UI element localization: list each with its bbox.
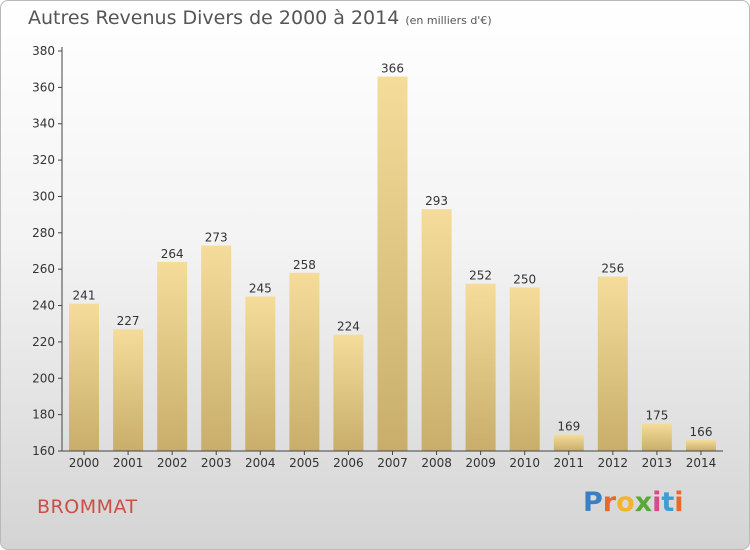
y-tick-label-240: 240: [32, 299, 55, 313]
data-label-2002: 264: [161, 247, 184, 261]
x-tick-label-2004: 2004: [245, 456, 276, 470]
x-tick-label-2006: 2006: [333, 456, 364, 470]
x-tick-label-2000: 2000: [69, 456, 100, 470]
bar-2003: [201, 245, 232, 451]
x-tick-label-2007: 2007: [377, 456, 408, 470]
data-label-2007: 366: [381, 62, 404, 76]
y-tick-label-340: 340: [32, 117, 55, 131]
data-label-2005: 258: [293, 258, 316, 272]
chart-title-text: Autres Revenus Divers de 2000 à 2014: [28, 7, 400, 29]
x-tick-label-2008: 2008: [421, 456, 452, 470]
bar-2011: [553, 434, 584, 451]
chart-subtitle: (en milliers d'€): [405, 14, 492, 27]
y-tick-label-180: 180: [32, 408, 55, 422]
logo-letter-1: r: [602, 487, 617, 518]
bar-2005: [289, 272, 320, 451]
logo-letter-6: i: [674, 487, 684, 518]
logo-letter-0: P: [583, 487, 603, 518]
data-label-2003: 273: [205, 231, 228, 245]
bar-2007: [377, 76, 408, 451]
y-tick-label-260: 260: [32, 262, 55, 276]
data-label-2004: 245: [249, 282, 272, 296]
y-tick-label-160: 160: [32, 444, 55, 458]
data-label-2001: 227: [117, 314, 140, 328]
proxiti-logo: Proxiti: [583, 487, 684, 518]
bars-group: 241 227 264 273 245 258 224 366 293 252 250 169 256 1…: [69, 62, 716, 451]
y-tick-label-360: 360: [32, 80, 55, 94]
y-tick-label-200: 200: [32, 371, 55, 385]
bar-2002: [157, 261, 188, 451]
y-tick-label-220: 220: [32, 335, 55, 349]
x-tick-label-2012: 2012: [598, 456, 629, 470]
x-tick-label-2011: 2011: [554, 456, 585, 470]
y-tick-label-320: 320: [32, 153, 55, 167]
bar-2010: [509, 287, 540, 451]
x-tick-label-2005: 2005: [289, 456, 320, 470]
bar-2000: [69, 303, 99, 451]
x-tick-label-2009: 2009: [465, 456, 496, 470]
axes-group: 2000 2001 2002 2003 2004 2005 2006 2007 2008 2009…: [32, 44, 723, 470]
x-tick-label-2014: 2014: [686, 456, 717, 470]
bar-2012: [597, 276, 628, 451]
x-tick-label-2013: 2013: [642, 456, 673, 470]
y-tick-label-280: 280: [32, 226, 55, 240]
bar-2014: [686, 440, 716, 451]
x-tick-label-2010: 2010: [509, 456, 540, 470]
bar-2008: [421, 209, 452, 451]
logo-letter-3: x: [634, 487, 653, 518]
data-label-2010: 250: [513, 272, 536, 286]
bar-2004: [245, 296, 276, 451]
commune-name: BROMMAT: [37, 496, 138, 518]
data-label-2000: 241: [73, 289, 96, 303]
logo-letter-2: o: [616, 487, 635, 518]
x-tick-label-2001: 2001: [113, 456, 144, 470]
y-tick-label-380: 380: [32, 44, 55, 58]
x-tick-label-2002: 2002: [157, 456, 188, 470]
logo-letter-4: i: [652, 487, 662, 518]
bar-2013: [641, 423, 672, 451]
y-tick-label-300: 300: [32, 190, 55, 204]
data-label-2012: 256: [601, 262, 624, 276]
data-label-2014: 166: [690, 425, 713, 439]
data-label-2008: 293: [425, 194, 448, 208]
logo-letter-5: t: [661, 487, 675, 518]
data-label-2009: 252: [469, 269, 492, 283]
bar-2001: [113, 329, 144, 451]
data-label-2013: 175: [645, 409, 668, 423]
x-tick-label-2003: 2003: [201, 456, 232, 470]
bar-2006: [333, 334, 364, 451]
data-label-2006: 224: [337, 320, 360, 334]
chart-title: Autres Revenus Divers de 2000 à 2014 (en …: [28, 7, 492, 29]
data-label-2011: 169: [557, 420, 580, 434]
bar-2009: [465, 283, 496, 451]
